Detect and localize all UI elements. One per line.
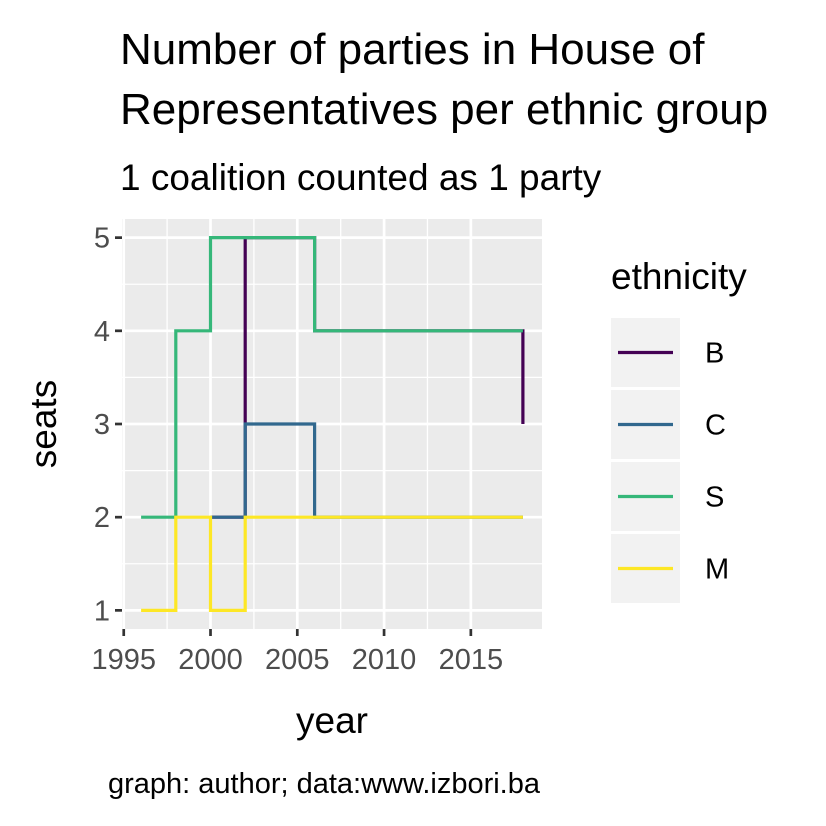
x-tick-label: 2010	[352, 644, 417, 676]
y-tick-label: 2	[94, 502, 110, 534]
series-line-s	[141, 236, 523, 519]
chart-title-line-1: Number of parties in House of	[120, 25, 705, 74]
series-line-m	[141, 515, 523, 612]
x-axis: 1995 2000 2005 2010 2015	[91, 629, 503, 676]
x-axis-title: year	[296, 700, 368, 741]
legend-title: ethnicity	[611, 256, 747, 297]
legend-label-b: B	[705, 338, 724, 370]
y-tick-label: 5	[94, 223, 110, 255]
x-tick-label: 2005	[265, 644, 330, 676]
legend: ethnicity B C S M	[611, 256, 747, 603]
x-tick-label: 2000	[178, 644, 243, 676]
y-tick-label: 4	[94, 316, 110, 348]
x-tick-label: 1995	[91, 644, 156, 676]
chart-caption: graph: author; data:www.izbori.ba	[108, 768, 541, 800]
series-lines	[141, 236, 525, 612]
legend-label-s: S	[705, 482, 724, 514]
legend-label-c: C	[705, 410, 726, 442]
x-tick-label: 2015	[439, 644, 504, 676]
chart-subtitle: 1 coalition counted as 1 party	[120, 157, 602, 198]
legend-label-m: M	[705, 554, 729, 586]
y-axis-title: seats	[23, 380, 64, 468]
y-axis: 1 2 3 4 5	[94, 223, 122, 627]
y-tick-label: 1	[94, 595, 110, 627]
y-tick-label: 3	[94, 409, 110, 441]
chart-title-line-2: Representatives per ethnic group	[120, 85, 768, 134]
